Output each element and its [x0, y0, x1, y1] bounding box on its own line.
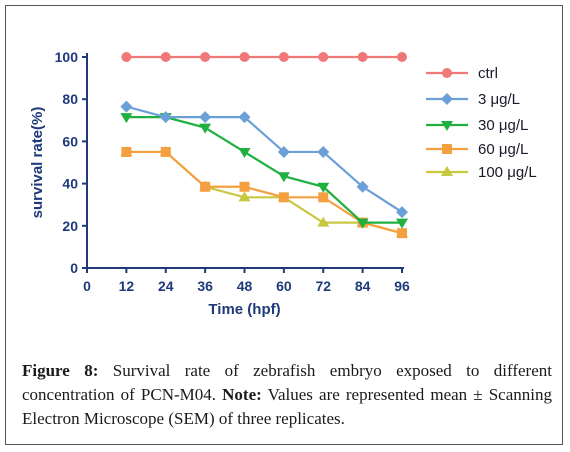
- data-point: [317, 145, 330, 158]
- legend: ctrl 3 μg/L 30 μg/L 60 μg/L 100 μg/L: [426, 65, 537, 181]
- legend-label: 60 μg/L: [478, 141, 528, 158]
- y-tick-label: 80: [62, 91, 78, 107]
- y-tick-label: 100: [55, 49, 79, 65]
- data-point: [159, 111, 172, 124]
- series-line: [126, 116, 402, 224]
- data-point: [356, 218, 369, 229]
- data-point: [160, 146, 171, 157]
- data-point: [396, 206, 408, 219]
- data-point: [121, 146, 132, 157]
- data-point: [397, 52, 407, 62]
- legend-marker: [442, 144, 452, 154]
- legend-label: 3 μg/L: [478, 91, 520, 108]
- y-tick-label: 0: [70, 260, 78, 276]
- legend-label: ctrl: [478, 65, 498, 82]
- figure-frame: 0 20 40 60 80 100 0 12 24 36 48 60 72 84 96 Time (hpf) s…: [5, 5, 563, 445]
- figure-label: Figure 8:: [22, 361, 99, 380]
- data-point: [120, 100, 133, 113]
- line-chart: 0 20 40 60 80 100 0 12 24 36 48 60 72 84 96 Time (hpf) s…: [29, 49, 537, 318]
- x-tick-label: 96: [394, 278, 410, 294]
- x-tick-label: 12: [119, 278, 135, 294]
- data-point: [121, 52, 132, 62]
- y-axis-title: survival rate(%): [29, 107, 46, 219]
- caption-text: Survival rate of zebrafish embryo expose…: [22, 361, 552, 404]
- series-line: [126, 150, 403, 235]
- data-point: [318, 52, 329, 62]
- data-point: [357, 52, 368, 62]
- series-1: [120, 100, 408, 219]
- legend-item: 60 μg/L: [426, 141, 528, 158]
- legend-item: 30 μg/L: [426, 117, 528, 134]
- legend-label: 30 μg/L: [478, 117, 528, 134]
- series-2: [120, 113, 408, 229]
- data-point: [277, 145, 290, 158]
- legend-label: 100 μg/L: [478, 164, 537, 181]
- caption-note-text: Values are represented mean ± Scanning E…: [22, 385, 552, 428]
- data-point: [239, 181, 250, 192]
- x-tick-label: 24: [158, 278, 174, 294]
- data-point: [238, 147, 251, 158]
- data-point: [397, 228, 407, 239]
- data-point: [317, 182, 330, 193]
- data-point: [278, 192, 289, 203]
- data-point: [200, 52, 211, 62]
- x-axis-title: Time (hpf): [208, 301, 280, 318]
- axes: 0 20 40 60 80 100 0 12 24 36 48 60 72 84 96 Time (hpf) s…: [29, 49, 410, 318]
- data-point: [396, 218, 408, 229]
- legend-item: 3 μg/L: [426, 91, 520, 108]
- data-point: [318, 192, 329, 203]
- note-label: Note:: [222, 385, 262, 404]
- data-point: [239, 52, 250, 62]
- legend-item: ctrl: [426, 65, 498, 82]
- data-point: [238, 111, 251, 124]
- legend-marker: [441, 166, 453, 176]
- y-tick-label: 60: [62, 133, 78, 149]
- x-tick-label: 72: [315, 278, 331, 294]
- legend-item: 100 μg/L: [426, 164, 537, 181]
- y-tick-label: 40: [62, 176, 78, 192]
- x-tick-label: 60: [276, 278, 292, 294]
- data-point: [120, 113, 133, 124]
- data-point: [160, 52, 171, 62]
- y-tick-label: 20: [62, 218, 78, 234]
- legend-marker: [441, 121, 453, 131]
- legend-marker: [441, 93, 453, 105]
- data-point: [200, 181, 211, 192]
- data-point: [238, 191, 251, 202]
- data-point: [278, 52, 289, 62]
- x-tick-label: 48: [237, 278, 253, 294]
- series-layer: [120, 52, 408, 239]
- series-line: [126, 105, 403, 214]
- x-tick-label: 36: [197, 278, 213, 294]
- data-point: [277, 172, 290, 183]
- x-tick-label: 84: [355, 278, 371, 294]
- data-point: [199, 111, 212, 124]
- data-point: [356, 180, 369, 193]
- data-point: [317, 216, 330, 227]
- x-tick-label: 0: [83, 278, 91, 294]
- data-point: [199, 123, 212, 134]
- legend-marker: [442, 68, 452, 78]
- series-0: [121, 52, 407, 62]
- figure-caption: Figure 8: Survival rate of zebrafish emb…: [22, 359, 552, 431]
